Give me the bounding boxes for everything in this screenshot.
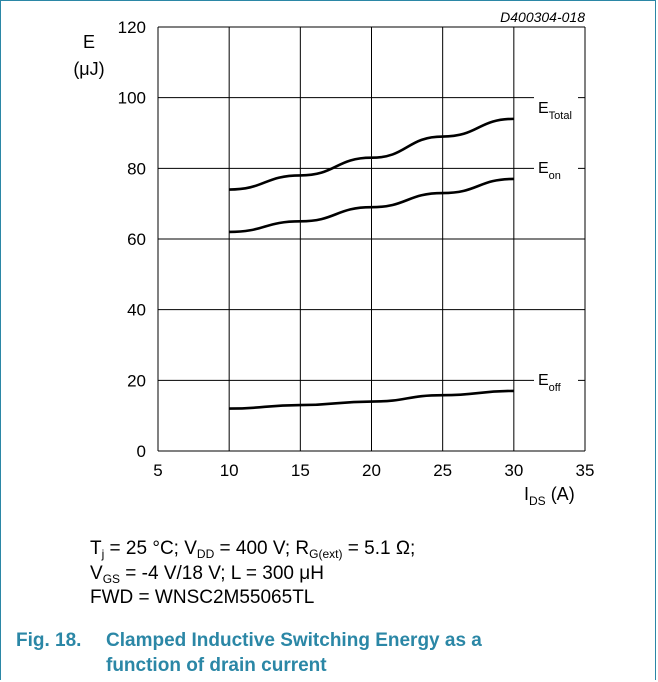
series-label-on: Eon bbox=[538, 160, 561, 182]
caption-line-2: function of drain current bbox=[106, 655, 327, 676]
figure-code: D400304-018 bbox=[500, 9, 585, 25]
series-label-off: Eoff bbox=[538, 372, 562, 394]
y-tick-label: 100 bbox=[118, 89, 146, 108]
figure-number: Fig. 18. bbox=[16, 630, 82, 651]
x-tick-label: 5 bbox=[153, 461, 162, 480]
x-axis-label: IDS (A) bbox=[524, 484, 575, 508]
y-tick-label: 80 bbox=[127, 159, 146, 178]
series-label-total: ETotal bbox=[538, 100, 572, 122]
conditions-line-1: Tj = 25 °C; VDD = 400 V; RG(ext) = 5.1 Ω… bbox=[90, 538, 415, 560]
chart: 5 10 15 20 25 30 35020406080100120ETotalEonEof… bbox=[73, 9, 594, 508]
vdd-subscript: DD bbox=[196, 547, 215, 561]
series-label-sub: off bbox=[549, 382, 562, 394]
tj-value: = 25 °C; V bbox=[104, 538, 197, 559]
tj-subscript: j bbox=[101, 547, 105, 561]
x-tick-label: 30 bbox=[504, 461, 523, 480]
y-tick-label: 60 bbox=[127, 230, 146, 249]
x-axis-unit: (A) bbox=[546, 484, 575, 504]
y-axis-unit: (μJ) bbox=[73, 59, 104, 79]
series-label-sub: Total bbox=[549, 110, 572, 122]
vdd-value: = 400 V; R bbox=[214, 538, 310, 559]
x-tick-label: 10 bbox=[220, 461, 239, 480]
tj-symbol: T bbox=[90, 538, 102, 559]
conditions-line-2: VGS = -4 V/18 V; L = 300 μH bbox=[90, 563, 324, 585]
chart-labels: 5 10 15 20 25 30 35020406080100120ETotalEonEof… bbox=[73, 9, 594, 508]
series-label-main: E bbox=[538, 160, 549, 177]
vgs-value: = -4 V/18 V; L = 300 μH bbox=[120, 563, 324, 584]
vgs-symbol: V bbox=[90, 563, 103, 584]
series-line-total bbox=[229, 117, 514, 191]
x-tick-label: 35 bbox=[576, 461, 595, 480]
figure-caption: Fig. 18. Clamped Inductive Switching Ener… bbox=[16, 628, 576, 678]
series-label-main: E bbox=[538, 100, 549, 117]
series-line-off bbox=[229, 389, 514, 410]
conditions-line-3: FWD = WNSC2M55065TL bbox=[90, 587, 315, 608]
series-label-main: E bbox=[538, 372, 549, 389]
y-tick-label: 120 bbox=[118, 18, 146, 37]
x-axis-label-sub: DS bbox=[529, 494, 546, 508]
series-label-bg bbox=[534, 156, 578, 187]
x-tick-label: 25 bbox=[433, 461, 452, 480]
x-tick-label: 20 bbox=[362, 461, 381, 480]
vgs-subscript: GS bbox=[102, 572, 121, 586]
caption-line-1: Clamped Inductive Switching Energy as a bbox=[106, 630, 482, 651]
y-tick-label: 20 bbox=[127, 371, 146, 390]
rg-subscript: G(ext) bbox=[309, 547, 343, 561]
grid bbox=[157, 26, 586, 452]
series-label-bg bbox=[534, 368, 578, 399]
x-tick-label: 15 bbox=[291, 461, 310, 480]
series-lines bbox=[229, 117, 514, 410]
series-line-on bbox=[229, 177, 514, 234]
rg-value: = 5.1 Ω; bbox=[342, 538, 416, 559]
y-axis-label: E bbox=[83, 32, 95, 52]
series-label-bg bbox=[534, 96, 578, 127]
series-label-sub: on bbox=[549, 170, 561, 182]
y-tick-label: 40 bbox=[127, 301, 146, 320]
y-tick-label: 0 bbox=[137, 442, 146, 461]
x-axis-label-main: I bbox=[524, 484, 529, 504]
